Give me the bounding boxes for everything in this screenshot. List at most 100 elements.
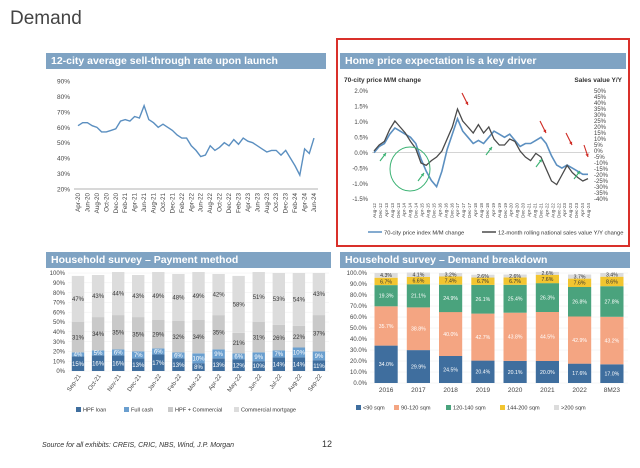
bar-label: 35% xyxy=(213,330,226,336)
bar-segment xyxy=(252,272,265,322)
right-tick-label: 25% xyxy=(594,119,607,125)
series-line-0 xyxy=(373,116,588,189)
bar-segment xyxy=(71,322,85,353)
x-tick-label: Oct-22 xyxy=(217,193,224,212)
x-tick-label: Dec-22 xyxy=(226,193,233,214)
y-tick-label: 60% xyxy=(57,125,70,132)
x-tick-label: Feb-21 xyxy=(122,193,129,213)
x-tick-label: Aug-22 xyxy=(288,373,304,393)
y-tick-label: 80% xyxy=(53,291,66,297)
left-tick-label: -0.5% xyxy=(352,166,368,172)
x-tick-label: Feb-24 xyxy=(292,193,299,213)
x-tick-label: Apr-17 xyxy=(455,203,460,217)
bar-label: 16% xyxy=(112,361,125,367)
bar-segment xyxy=(232,359,245,371)
bar-segment xyxy=(374,345,398,383)
bar-label: 6% xyxy=(174,354,183,360)
legend-swatch xyxy=(554,405,559,410)
x-tick-label: 2021 xyxy=(540,387,555,394)
y-tick-label: 100.0% xyxy=(347,271,368,277)
right-tick-label: -40% xyxy=(594,197,609,203)
bar-label: 10% xyxy=(293,351,306,357)
bar-label: 27.8% xyxy=(605,299,620,305)
bar-label: 13% xyxy=(172,363,185,369)
sellthrough-title: 12-city average sell-through rate upon l… xyxy=(46,53,326,69)
bar-label: 10% xyxy=(253,364,266,370)
bar-segment xyxy=(212,349,225,359)
x-tick-label: Aug-15 xyxy=(426,203,431,218)
legend-swatch xyxy=(394,405,399,410)
bar-segment xyxy=(152,354,165,371)
x-tick-label: Aug-18 xyxy=(479,203,484,218)
x-tick-label: May-22 xyxy=(227,373,244,393)
bar-segment xyxy=(312,315,326,352)
bar-label: 20.1% xyxy=(508,370,523,376)
bar-label: 4.1% xyxy=(412,273,424,279)
y-tick-label: 30.0% xyxy=(350,348,368,354)
bar-segment xyxy=(503,274,527,278)
y-tick-label: 90% xyxy=(57,79,70,86)
bar-label: 31% xyxy=(72,335,85,341)
bar-segment xyxy=(312,273,326,316)
left-tick-label: 1.0% xyxy=(354,120,368,126)
x-tick-label: 2017 xyxy=(411,387,426,394)
bar-label: 49% xyxy=(192,294,205,300)
bar-label: 43% xyxy=(313,292,326,298)
bar-label: 40.0% xyxy=(443,332,458,338)
bar-label: 7% xyxy=(274,352,283,358)
x-tick-label: Jun-23 xyxy=(254,193,261,213)
x-tick-label: Aug-13 xyxy=(390,203,395,218)
bar-segment xyxy=(406,284,430,308)
x-tick-label: Aug-19 xyxy=(497,203,502,218)
expectation-title: Home price expectation is a key driver xyxy=(340,53,626,69)
x-tick-label: 2022 xyxy=(572,387,587,394)
bar-segment xyxy=(439,284,463,313)
y-tick-label: 20% xyxy=(57,187,70,194)
bar-segment xyxy=(192,353,205,364)
series-line-1 xyxy=(373,107,589,186)
bar-segment xyxy=(374,273,398,278)
bar-segment xyxy=(112,315,125,350)
x-tick-label: Apr-23 xyxy=(245,193,252,212)
bar-segment xyxy=(374,277,398,286)
bar-label: 17.0% xyxy=(605,372,620,378)
legend-label: 90-120 sqm xyxy=(401,406,431,412)
y-tick-label: 70% xyxy=(57,109,70,116)
bar-segment xyxy=(132,351,145,359)
bar-segment xyxy=(91,317,105,351)
legend-label: Full cash xyxy=(131,408,153,414)
y-tick-label: 90.0% xyxy=(350,282,368,288)
x-tick-label: Nov-21 xyxy=(107,373,123,393)
x-tick-label: Jan-22 xyxy=(148,373,164,392)
y-tick-label: 10% xyxy=(53,359,66,365)
x-tick-label: Apr-24 xyxy=(302,193,309,212)
bar-segment xyxy=(132,275,145,318)
bar-segment xyxy=(471,360,495,383)
x-tick-label: Aug-14 xyxy=(408,203,413,218)
panel-expectation: Home price expectation is a key driver 7… xyxy=(340,53,626,243)
legend-label: 144-200 sqm xyxy=(507,406,540,412)
bar-segment xyxy=(600,276,624,287)
x-tick-label: Aug-16 xyxy=(443,203,448,218)
bar-segment xyxy=(172,321,185,353)
bar-segment xyxy=(252,322,265,353)
bar-segment xyxy=(91,355,105,371)
y-tick-label: 0.0% xyxy=(353,381,367,387)
y-tick-label: 10.0% xyxy=(350,370,368,376)
bar-label: 14% xyxy=(293,362,306,368)
legend-swatch xyxy=(234,407,239,412)
bar-segment xyxy=(312,360,326,371)
bar-segment xyxy=(91,350,105,356)
bar-label: 35.7% xyxy=(379,324,394,330)
bar-label: 38.8% xyxy=(411,327,426,333)
right-tick-label: 50% xyxy=(594,89,607,95)
breakdown-title: Household survey – Demand breakdown xyxy=(340,252,630,268)
bar-label: 35% xyxy=(112,330,125,336)
x-tick-label: 2019 xyxy=(476,387,491,394)
right-tick-label: 45% xyxy=(594,95,607,101)
x-tick-label: Apr-14 xyxy=(402,203,407,217)
bar-segment xyxy=(292,357,306,371)
bar-segment xyxy=(192,320,205,354)
bar-segment xyxy=(71,356,85,371)
bar-segment xyxy=(132,317,145,352)
